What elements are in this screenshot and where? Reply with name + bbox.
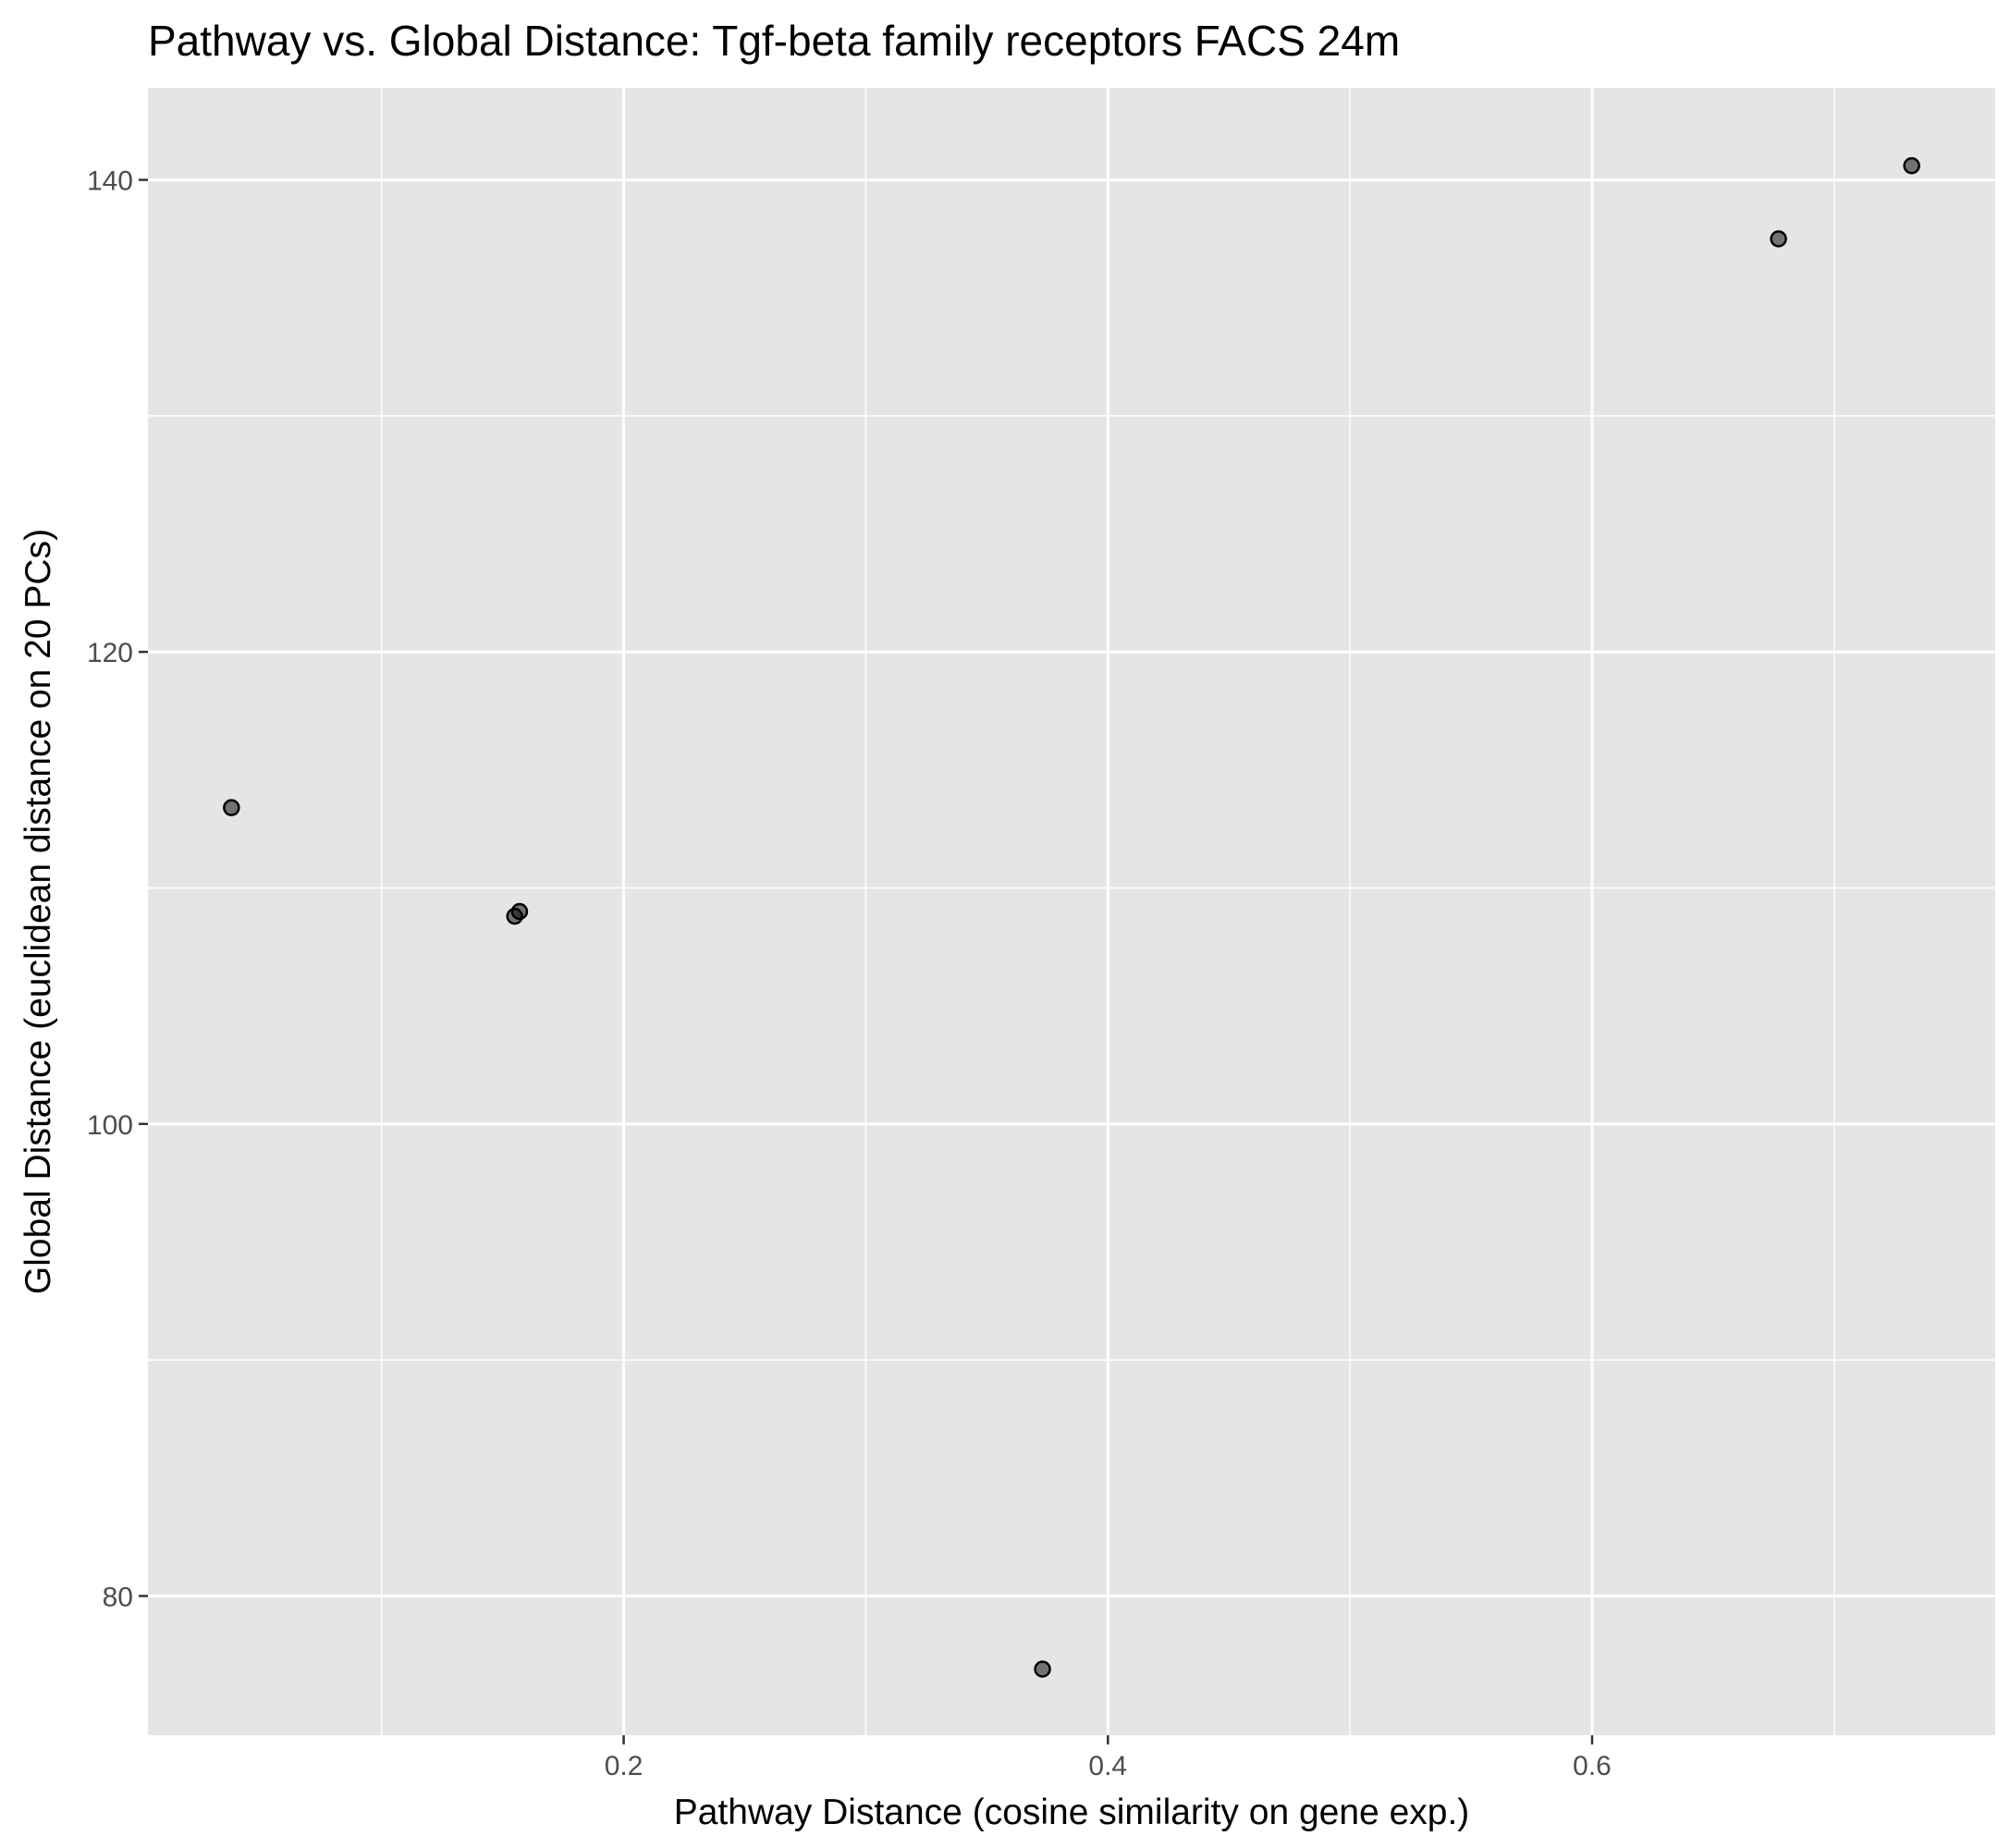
x-tick-label: 0.6 [1573,1751,1612,1781]
data-point [510,902,529,921]
data-points [223,156,1920,1678]
y-tick-label: 120 [87,638,133,668]
data-point [223,799,240,816]
y-tick-label: 80 [103,1582,133,1612]
gridlines [148,88,1995,1735]
x-tick-label: 0.4 [1088,1751,1127,1781]
x-axis-label: Pathway Distance (cosine similarity on g… [674,1793,1470,1832]
y-tick-label: 140 [87,166,133,197]
axis-ticks: 0.2 0.4 0.6 80 100 120 140 [87,166,1612,1781]
x-tick-label: 0.2 [605,1751,643,1781]
plot-panel [148,88,1995,1735]
y-tick-label: 100 [87,1110,133,1141]
data-point [1770,230,1787,248]
y-axis-label: Global Distance (euclidean distance on 2… [18,529,58,1294]
data-point [1903,156,1920,175]
chart-title: Pathway vs. Global Distance: Tgf-beta fa… [148,17,1400,65]
data-point [1034,1660,1051,1678]
